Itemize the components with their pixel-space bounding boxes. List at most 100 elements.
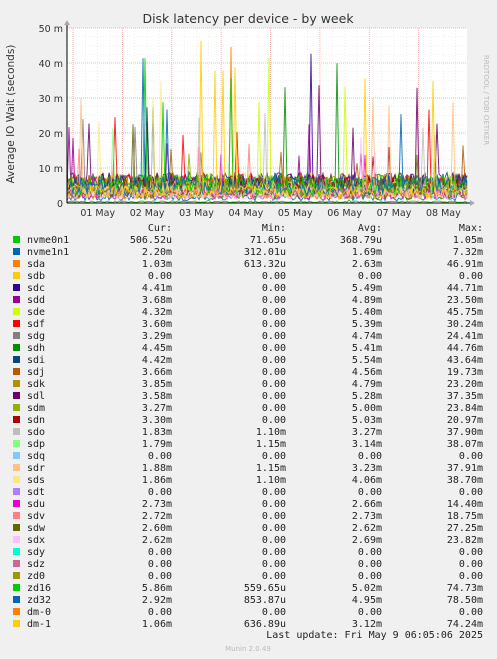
legend-row-sdr: sdr 1.88m 1.15m 3.23m 37.91m <box>13 463 483 474</box>
legend-avg: 5.28m <box>352 391 382 402</box>
legend-max: 14.40m <box>447 499 483 510</box>
legend-avg: 4.79m <box>352 379 382 390</box>
y-tick-label: 50 m <box>39 24 63 35</box>
legend-row-dm-1: dm-1 1.06m 636.89u 3.12m 74.24m <box>13 619 483 630</box>
legend-max: 30.24m <box>447 319 483 330</box>
x-tick-label: 07 May <box>377 208 412 219</box>
series-line-dm-1 <box>66 40 468 201</box>
legend-avg: 5.39m <box>352 319 382 330</box>
legend-row-nvme0n1: nvme0n1 506.52u 71.65u 368.79u 1.05m <box>13 235 483 246</box>
legend-cur: 1.03m <box>142 259 172 270</box>
legend-cur: 3.60m <box>142 319 172 330</box>
legend-swatch <box>13 584 20 591</box>
legend-swatch <box>13 236 20 243</box>
legend-name: sds <box>27 475 45 486</box>
legend-max: 37.91m <box>447 463 483 474</box>
legend-min: 1.15m <box>256 463 286 474</box>
legend-avg: 4.56m <box>352 367 382 378</box>
legend-name: sdk <box>27 379 45 390</box>
legend-name: dm-0 <box>27 607 51 618</box>
legend-max: 0.00 <box>459 559 483 570</box>
legend-swatch <box>13 608 20 615</box>
legend-name: sdb <box>27 271 45 282</box>
legend-row-sdh: sdh 4.45m 0.00 5.41m 44.76m <box>13 343 483 354</box>
legend-swatch <box>13 512 20 519</box>
legend-cur: 3.68m <box>142 295 172 306</box>
legend-min: 613.32u <box>244 259 286 270</box>
legend-swatch <box>13 620 20 627</box>
legend-max: 37.90m <box>447 427 483 438</box>
legend-max: 18.75m <box>447 511 483 522</box>
legend-row-sdd: sdd 3.68m 0.00 4.89m 23.50m <box>13 295 483 306</box>
legend-min: 0.00 <box>262 559 286 570</box>
legend-row-sds: sds 1.86m 1.10m 4.06m 38.70m <box>13 475 483 486</box>
legend-row-sdu: sdu 2.73m 0.00 2.66m 14.40m <box>13 499 483 510</box>
legend-cur: 4.32m <box>142 307 172 318</box>
chart-title: Disk latency per device - by week <box>142 11 354 26</box>
legend-swatch <box>13 596 20 603</box>
legend-row-sdi: sdi 4.42m 0.00 5.54m 43.64m <box>13 355 483 366</box>
legend-cur: 0.00 <box>148 559 172 570</box>
legend-max: 24.41m <box>447 331 483 342</box>
legend-avg: 0.00 <box>358 571 382 582</box>
legend-min: 0.00 <box>262 403 286 414</box>
legend-min: 0.00 <box>262 367 286 378</box>
legend-avg: 4.06m <box>352 475 382 486</box>
legend-avg: 5.41m <box>352 343 382 354</box>
y-axis-label: Average IO Wait (seconds) <box>5 45 17 184</box>
legend-swatch <box>13 464 20 471</box>
legend-avg: 5.49m <box>352 283 382 294</box>
legend-max: 23.20m <box>447 379 483 390</box>
legend-name: zd16 <box>27 583 51 594</box>
legend-cur: 1.88m <box>142 463 172 474</box>
legend-max: 44.76m <box>447 343 483 354</box>
legend-name: dm-1 <box>27 619 51 630</box>
legend-row-sdw: sdw 2.60m 0.00 2.62m 27.25m <box>13 523 483 534</box>
legend-name: sdf <box>27 319 45 330</box>
legend-row-sde: sde 4.32m 0.00 5.40m 45.75m <box>13 307 483 318</box>
legend-max: 44.71m <box>447 283 483 294</box>
legend-swatch <box>13 404 20 411</box>
legend-name: sdd <box>27 295 45 306</box>
legend-swatch <box>13 356 20 363</box>
legend-swatch <box>13 548 20 555</box>
legend: Cur: Min: Avg: Max: nvme0n1 506.52u 71.65u… <box>13 223 483 630</box>
legend-max: 19.73m <box>447 367 483 378</box>
legend-name: sdv <box>27 511 45 522</box>
x-tick-label: 08 May <box>426 208 461 219</box>
legend-swatch <box>13 296 20 303</box>
legend-cur: 0.00 <box>148 607 172 618</box>
legend-header-max: Max: <box>459 223 483 234</box>
legend-max: 37.35m <box>447 391 483 402</box>
legend-name: sdi <box>27 355 45 366</box>
legend-swatch <box>13 332 20 339</box>
legend-name: sdc <box>27 283 45 294</box>
legend-max: 0.00 <box>459 607 483 618</box>
legend-min: 0.00 <box>262 607 286 618</box>
legend-name: sdl <box>27 391 45 402</box>
y-tick-label: 30 m <box>39 94 63 105</box>
legend-avg: 4.89m <box>352 295 382 306</box>
legend-name: sdh <box>27 343 45 354</box>
legend-swatch <box>13 428 20 435</box>
legend-row-sda: sda 1.03m 613.32u 2.63m 46.91m <box>13 259 483 270</box>
legend-name: sdt <box>27 487 45 498</box>
legend-row-sdn: sdn 3.30m 0.00 5.03m 20.97m <box>13 415 483 426</box>
legend-swatch <box>13 560 20 567</box>
legend-min: 0.00 <box>262 307 286 318</box>
legend-max: 27.25m <box>447 523 483 534</box>
legend-name: sdg <box>27 331 45 342</box>
legend-name: sda <box>27 259 45 270</box>
legend-max: 43.64m <box>447 355 483 366</box>
legend-swatch <box>13 320 20 327</box>
legend-swatch <box>13 536 20 543</box>
legend-avg: 5.40m <box>352 307 382 318</box>
legend-name: sdq <box>27 451 45 462</box>
legend-row-sdk: sdk 3.85m 0.00 4.79m 23.20m <box>13 379 483 390</box>
legend-name: sdz <box>27 559 45 570</box>
y-tick-label: 0 <box>57 199 63 210</box>
legend-row-sdl: sdl 3.58m 0.00 5.28m 37.35m <box>13 391 483 402</box>
legend-min: 0.00 <box>262 415 286 426</box>
legend-max: 45.75m <box>447 307 483 318</box>
legend-row-sdp: sdp 1.79m 1.15m 3.14m 38.07m <box>13 439 483 450</box>
